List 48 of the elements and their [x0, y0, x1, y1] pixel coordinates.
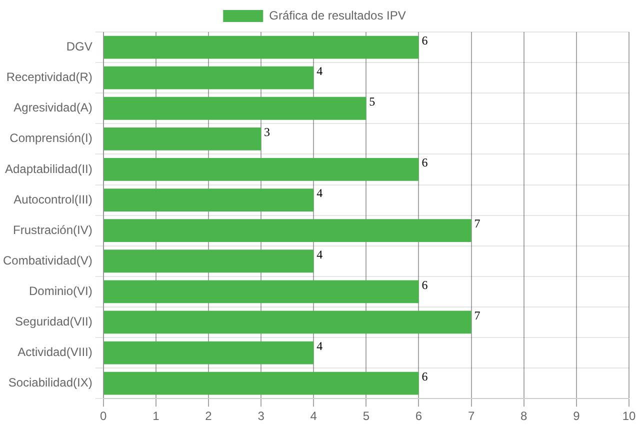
x-tick-label: 5 — [362, 409, 370, 424]
x-tick-label: 6 — [415, 409, 422, 424]
y-tick-label: Receptividad(R) — [6, 70, 92, 84]
data-label: 6 — [422, 278, 428, 292]
bar — [104, 188, 314, 212]
bar — [104, 341, 314, 364]
x-tick-label: 7 — [468, 409, 475, 424]
bar — [104, 96, 366, 120]
y-tick-label: DGV — [66, 40, 92, 54]
bar — [104, 158, 419, 181]
data-label: 6 — [422, 369, 428, 384]
x-tick-label: 8 — [520, 409, 528, 424]
x-tick-label: 10 — [622, 409, 636, 424]
data-label: 6 — [422, 156, 428, 170]
bar — [104, 36, 419, 59]
data-label: 4 — [316, 186, 323, 200]
legend-label: Gráfica de resultados IPV — [269, 8, 406, 22]
bar — [104, 280, 419, 304]
y-tick-label: Comprensión(I) — [10, 131, 92, 146]
y-tick-label: Frustración(IV) — [13, 222, 92, 237]
x-tick-label: 2 — [205, 409, 212, 424]
data-label: 4 — [316, 64, 323, 78]
bar — [104, 372, 419, 395]
bar — [104, 310, 472, 334]
x-tick-label: 1 — [152, 409, 160, 424]
bar — [104, 219, 472, 242]
x-tick-label: 0 — [100, 409, 108, 424]
y-tick-label: Dominio(VI) — [29, 284, 92, 298]
bar — [104, 127, 262, 150]
data-label: 3 — [264, 125, 270, 140]
y-tick-label: Actividad(VIII) — [18, 345, 92, 360]
data-label: 4 — [316, 247, 323, 262]
y-tick-label: Combatividad(V) — [2, 253, 92, 268]
bar — [104, 66, 314, 90]
y-tick-label: Seguridad(VII) — [14, 314, 92, 329]
data-label: 6 — [422, 33, 428, 48]
y-tick-label: Adaptabilidad(II) — [4, 162, 92, 176]
data-label: 5 — [369, 94, 376, 109]
y-tick-label: Agresividad(A) — [14, 100, 92, 115]
bar — [104, 250, 314, 273]
x-tick-label: 9 — [573, 409, 580, 424]
y-tick-label: Sociabilidad(IX) — [8, 376, 92, 390]
y-tick-label: Autocontrol(III) — [14, 192, 92, 206]
data-label: 4 — [316, 338, 323, 353]
x-tick-label: 4 — [310, 409, 318, 424]
data-label: 7 — [474, 216, 480, 231]
x-tick-label: 3 — [258, 409, 265, 424]
data-label: 7 — [474, 308, 480, 322]
